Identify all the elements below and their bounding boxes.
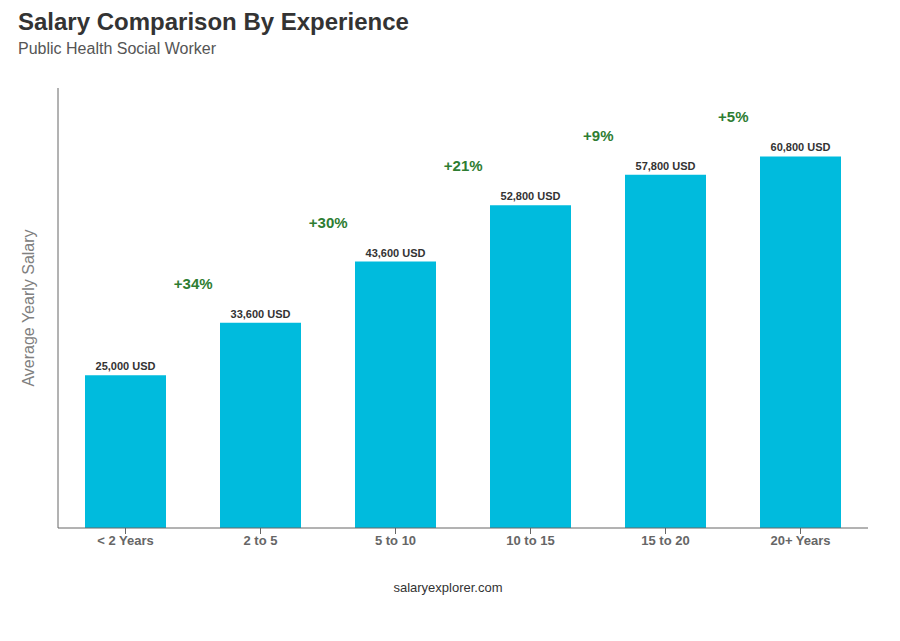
svg-text:+9%: +9% [583,127,613,144]
svg-text:25,000 USD: 25,000 USD [96,360,156,372]
svg-text:< 2 Years: < 2 Years [97,533,154,548]
svg-text:+5%: +5% [718,108,748,125]
svg-text:Average Yearly Salary: Average Yearly Salary [20,229,37,386]
svg-text:+21%: +21% [444,157,483,174]
svg-text:+34%: +34% [174,275,213,292]
svg-text:2 to 5: 2 to 5 [244,533,278,548]
svg-text:57,800 USD: 57,800 USD [636,160,696,172]
html-text:Public Health Social Worker: Public Health Social Worker [18,40,216,57]
svg-text:52,800 USD: 52,800 USD [501,190,561,202]
svg-text:15 to 20: 15 to 20 [641,533,689,548]
svg-text:20+ Years: 20+ Years [770,533,830,548]
svg-text:10 to 15: 10 to 15 [506,533,554,548]
svg-text:60,800 USD: 60,800 USD [771,141,831,153]
svg-text:+30%: +30% [309,214,348,231]
svg-text:33,600 USD: 33,600 USD [231,308,291,320]
svg-text:43,600 USD: 43,600 USD [366,247,426,259]
html-text:Salary Comparison By Experienc: Salary Comparison By Experience [18,8,409,35]
svg-text:5 to 10: 5 to 10 [375,533,416,548]
html-text:salaryexplorer.com: salaryexplorer.com [393,580,503,595]
